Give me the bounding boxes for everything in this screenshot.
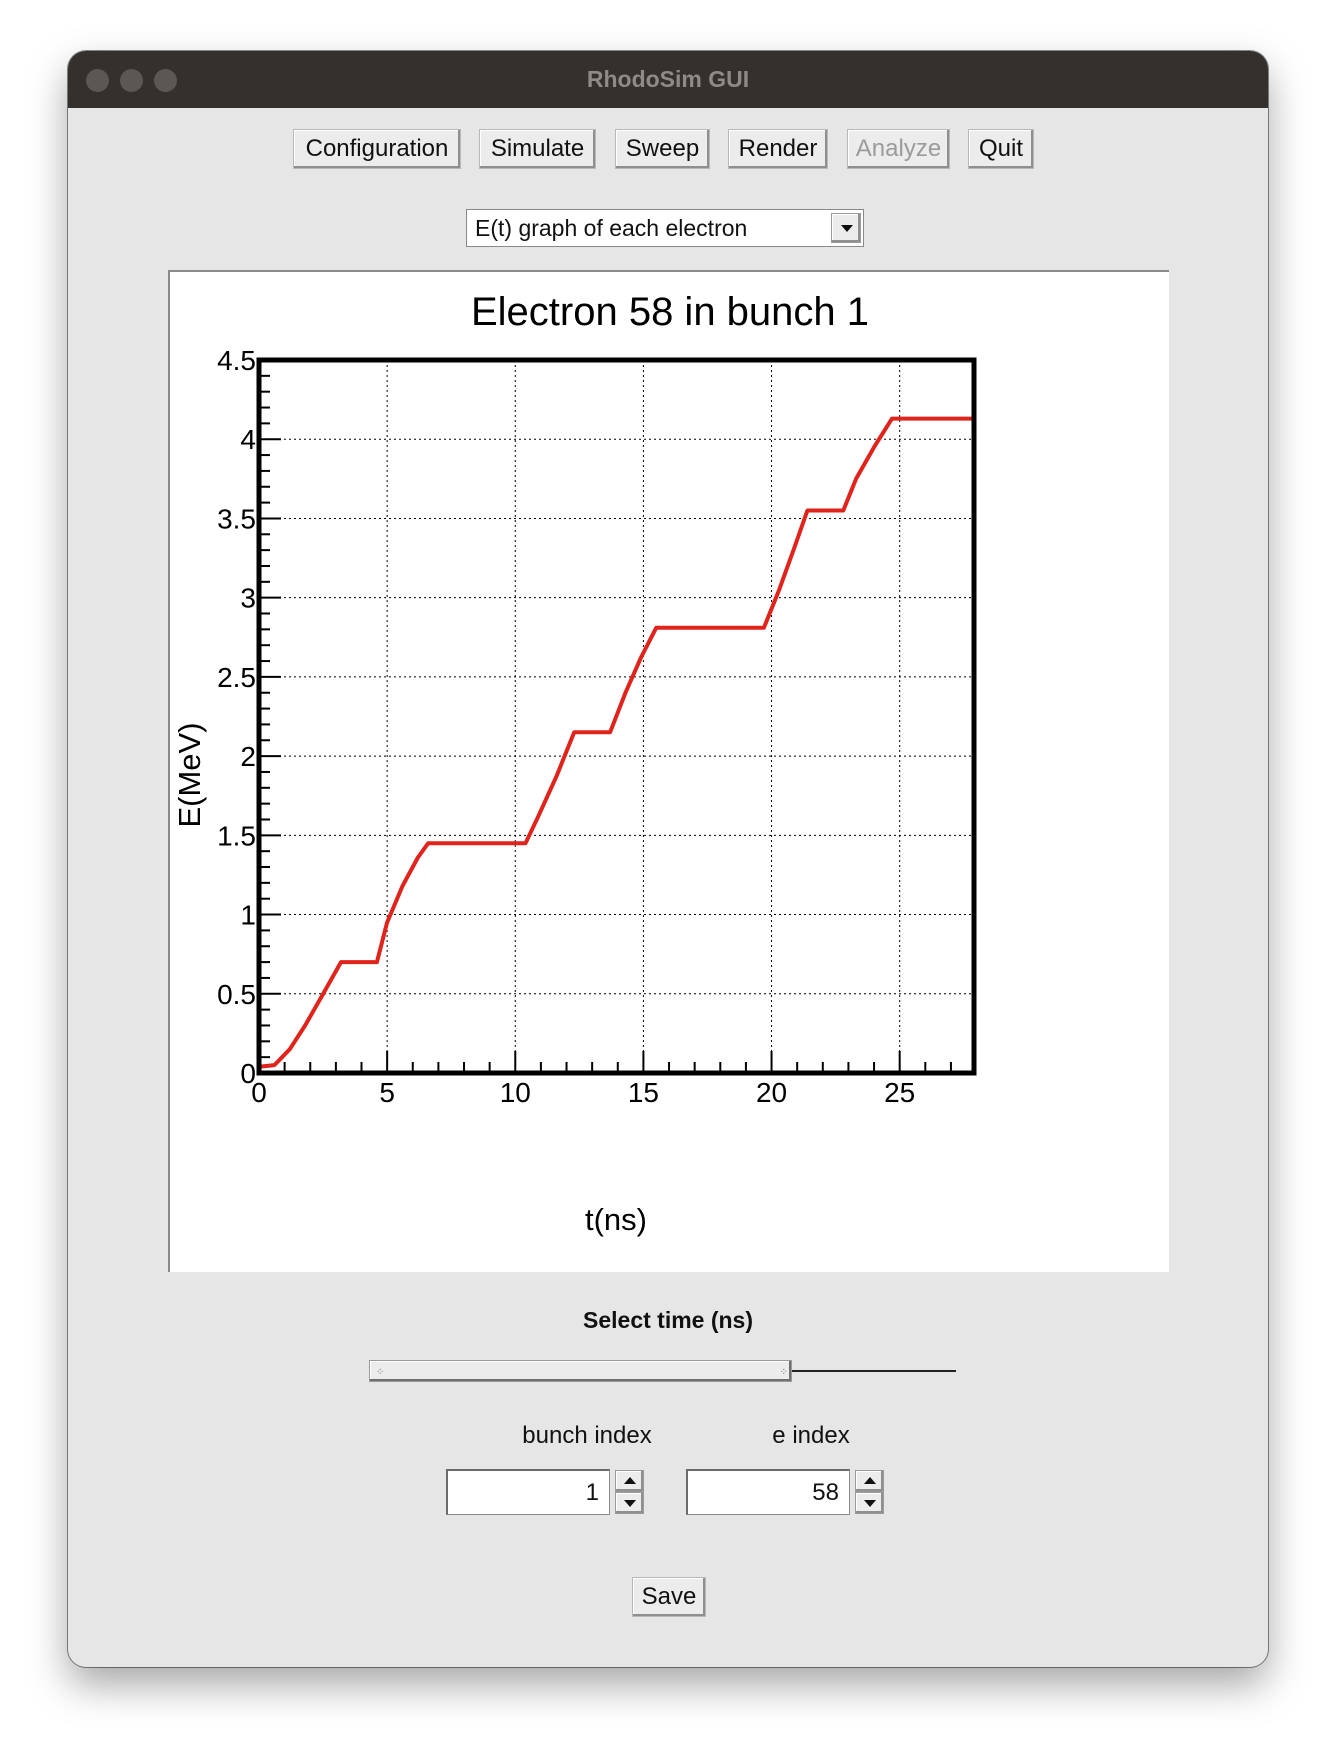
grid-lines bbox=[259, 359, 974, 1073]
render-button[interactable]: Render bbox=[728, 129, 828, 169]
x-tick-label: 15 bbox=[628, 1077, 659, 1108]
quit-button[interactable]: Quit bbox=[968, 129, 1034, 169]
simulate-button[interactable]: Simulate bbox=[479, 129, 596, 169]
analyze-button[interactable]: Analyze bbox=[847, 129, 950, 169]
e-index-decrement-button[interactable] bbox=[855, 1492, 884, 1514]
x-tick-label: 5 bbox=[379, 1077, 395, 1108]
arrow-down-icon bbox=[624, 1500, 636, 1507]
y-tick-label: 4 bbox=[240, 424, 256, 455]
plot-canvas[interactable]: Electron 58 in bunch 1 0 5 10 15 20 25 0 0.5 1 1.… bbox=[168, 270, 1169, 1272]
y-tick-label: 2 bbox=[240, 741, 256, 772]
minimize-window-button[interactable] bbox=[120, 69, 143, 92]
time-slider-rail[interactable] bbox=[792, 1370, 956, 1372]
slider-grip-left-icon[interactable]: ⁘ bbox=[376, 1367, 384, 1378]
bunch-index-decrement-button[interactable] bbox=[615, 1492, 644, 1514]
sweep-button[interactable]: Sweep bbox=[615, 129, 710, 169]
window-title: RhodoSim GUI bbox=[586, 66, 750, 92]
arrow-up-icon bbox=[864, 1477, 876, 1484]
app-window: RhodoSim GUI Configuration Simulate Swee… bbox=[68, 51, 1268, 1667]
bunch-index-label: bunch index bbox=[522, 1422, 652, 1449]
plot-frame bbox=[256, 357, 977, 1076]
graph-type-select[interactable]: E(t) graph of each electron bbox=[466, 209, 864, 247]
e-index-label: e index bbox=[772, 1422, 850, 1449]
x-axis-label: t(ns) bbox=[585, 1202, 647, 1237]
x-tick-label: 10 bbox=[500, 1077, 531, 1108]
y-tick-label: 2.5 bbox=[217, 662, 256, 693]
y-tick-label: 0.5 bbox=[217, 979, 256, 1010]
select-time-label: Select time (ns) bbox=[583, 1307, 753, 1333]
close-window-button[interactable] bbox=[86, 69, 109, 92]
bunch-index-increment-button[interactable] bbox=[615, 1470, 644, 1492]
zoom-window-button[interactable] bbox=[154, 69, 177, 92]
slider-grip-right-icon[interactable]: ⁘ bbox=[779, 1367, 788, 1378]
tick-labels: 0 5 10 15 20 25 0 0.5 1 1.5 2 2.5 3 3.5 4 4.5 bbox=[217, 345, 915, 1108]
bunch-index-input[interactable]: 1 bbox=[446, 1469, 610, 1515]
y-tick-label: 4.5 bbox=[217, 345, 256, 376]
configuration-button[interactable]: Configuration bbox=[293, 129, 461, 169]
y-axis-label: E(MeV) bbox=[172, 722, 207, 827]
title-bar[interactable]: RhodoSim GUI bbox=[68, 51, 1268, 108]
dropdown-arrow-icon[interactable] bbox=[831, 213, 861, 243]
save-button[interactable]: Save bbox=[632, 1577, 706, 1617]
graph-type-selected: E(t) graph of each electron bbox=[475, 215, 748, 241]
x-tick-label: 25 bbox=[884, 1077, 915, 1108]
x-tick-label: 0 bbox=[251, 1077, 267, 1108]
e-index-increment-button[interactable] bbox=[855, 1470, 884, 1492]
y-tick-label: 1.5 bbox=[217, 820, 256, 851]
chart-title: Electron 58 in bunch 1 bbox=[471, 290, 869, 334]
x-tick-label: 20 bbox=[756, 1077, 787, 1108]
energy-series-line bbox=[258, 416, 974, 1069]
arrow-up-icon bbox=[624, 1477, 636, 1484]
y-tick-label: 3 bbox=[240, 583, 256, 614]
y-tick-label: 0 bbox=[240, 1058, 256, 1089]
y-tick-label: 1 bbox=[240, 900, 256, 931]
arrow-down-icon bbox=[864, 1500, 876, 1507]
time-slider-track[interactable]: ⁘ ⁘ bbox=[369, 1360, 792, 1382]
e-vs-t-chart: Electron 58 in bunch 1 0 5 10 15 20 25 0 0.5 1 1.… bbox=[172, 290, 977, 1237]
y-tick-label: 3.5 bbox=[217, 503, 256, 534]
e-index-input[interactable]: 58 bbox=[686, 1469, 850, 1515]
axis-ticks bbox=[258, 359, 952, 1074]
